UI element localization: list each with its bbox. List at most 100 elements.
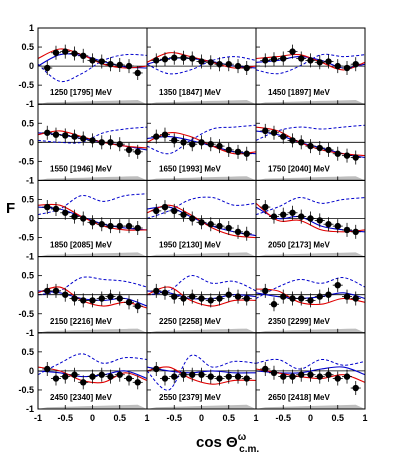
y-tick-label: -0.5 bbox=[18, 156, 34, 166]
data-point bbox=[198, 139, 205, 146]
x-tick-label: 1 bbox=[362, 413, 367, 423]
panel-label: 1850 [2085] MeV bbox=[50, 241, 112, 250]
data-point bbox=[98, 295, 105, 302]
y-tick-label: 0.5 bbox=[21, 194, 34, 204]
x-tick-label: 0 bbox=[308, 413, 313, 423]
data-point bbox=[225, 146, 232, 154]
panel-grid: 1250 [1795] MeV 1350 [1847] MeV 1450 [1897… bbox=[37, 27, 366, 410]
data-point bbox=[207, 59, 214, 66]
data-point bbox=[289, 137, 296, 144]
x-tick-label: -0.5 bbox=[166, 413, 182, 423]
data-point bbox=[134, 148, 141, 156]
fit-curve-blue-dashed bbox=[255, 358, 366, 370]
x-tick-label: 0 bbox=[199, 413, 204, 423]
data-point bbox=[153, 365, 160, 373]
fit-curve-blue-dashed bbox=[146, 354, 257, 391]
y-tick-label: -1 bbox=[26, 175, 34, 185]
y-tick-label: -1 bbox=[26, 99, 34, 109]
data-point bbox=[262, 57, 269, 64]
data-point bbox=[270, 301, 278, 308]
data-point bbox=[198, 371, 205, 378]
data-point bbox=[280, 55, 287, 62]
data-point bbox=[316, 217, 323, 224]
y-tick-label: -1 bbox=[26, 328, 34, 338]
data-point bbox=[352, 228, 359, 236]
data-point bbox=[334, 150, 341, 157]
y-tick-label: 0.5 bbox=[21, 347, 34, 357]
data-point bbox=[289, 295, 296, 302]
data-point bbox=[234, 293, 242, 300]
y-tick-labels: 1 0.5 0 -0.5 -1 0.5 0 -0.5 -1 0.5 0 -0.5 -1 0.5 0 -0.5 -… bbox=[18, 23, 34, 414]
data-point bbox=[280, 373, 287, 380]
data-point bbox=[161, 131, 169, 138]
data-point bbox=[216, 375, 223, 382]
data-point bbox=[107, 139, 114, 146]
data-point bbox=[325, 146, 332, 154]
data-point bbox=[98, 221, 105, 228]
y-axis-title: F bbox=[6, 200, 15, 217]
panel-11: 2250 [2258] MeV bbox=[146, 256, 257, 334]
data-point bbox=[334, 222, 341, 230]
data-point bbox=[280, 133, 287, 140]
fit-curve-blue-dashed bbox=[37, 53, 148, 83]
data-point bbox=[89, 373, 96, 380]
data-point bbox=[180, 211, 187, 218]
x-tick-label: 0.5 bbox=[222, 413, 235, 423]
data-point bbox=[334, 375, 341, 382]
data-point bbox=[80, 135, 87, 142]
panel-label: 1950 [2130] MeV bbox=[159, 241, 221, 250]
x-tick-label: -1 bbox=[34, 413, 42, 423]
data-point bbox=[125, 146, 133, 154]
data-point bbox=[316, 293, 323, 300]
data-point bbox=[52, 49, 60, 56]
data-point bbox=[134, 302, 141, 310]
data-point bbox=[225, 224, 232, 232]
data-point bbox=[161, 56, 169, 63]
y-tick-label: 0 bbox=[29, 137, 34, 147]
data-point bbox=[262, 365, 269, 373]
data-point bbox=[107, 60, 114, 68]
data-point bbox=[243, 295, 250, 302]
data-point bbox=[71, 50, 78, 57]
fit-curve-red bbox=[146, 366, 257, 385]
x-axis-title-main: cos Θ bbox=[196, 434, 238, 451]
panel-15: 2650 [2418] MeV bbox=[255, 332, 366, 410]
data-point bbox=[298, 139, 305, 146]
data-point bbox=[80, 215, 87, 222]
data-point bbox=[352, 60, 359, 68]
data-point bbox=[80, 52, 87, 60]
y-tick-label: 0 bbox=[29, 61, 34, 71]
data-point bbox=[71, 213, 78, 220]
data-point bbox=[262, 203, 269, 211]
data-point bbox=[125, 62, 133, 70]
fit-curve-blue-dashed bbox=[146, 124, 257, 155]
data-point bbox=[343, 64, 351, 72]
fit-curve-blue-dashed bbox=[255, 196, 366, 216]
data-point bbox=[270, 56, 278, 63]
panel-13: 2450 [2340] MeV bbox=[37, 332, 148, 410]
data-point bbox=[80, 379, 87, 386]
x-tick-label: 0.5 bbox=[113, 413, 126, 423]
data-point bbox=[89, 137, 96, 144]
data-point bbox=[52, 375, 60, 382]
x-tick-label: -0.5 bbox=[275, 413, 291, 423]
data-point bbox=[216, 142, 223, 150]
data-point bbox=[207, 297, 214, 304]
data-point bbox=[189, 293, 196, 300]
data-point bbox=[298, 55, 305, 62]
data-point bbox=[307, 57, 314, 64]
data-point bbox=[171, 137, 178, 144]
data-point bbox=[125, 375, 133, 382]
data-point bbox=[107, 373, 114, 380]
panel-label: 1350 [1847] MeV bbox=[159, 88, 221, 97]
data-point bbox=[270, 129, 278, 136]
data-point bbox=[153, 133, 160, 140]
data-point bbox=[198, 295, 205, 302]
data-point bbox=[307, 371, 314, 378]
data-point bbox=[98, 371, 105, 378]
data-point bbox=[71, 371, 78, 378]
data-point bbox=[289, 209, 296, 216]
data-point bbox=[71, 295, 78, 302]
data-point bbox=[298, 213, 305, 220]
y-tick-label: -0.5 bbox=[18, 80, 34, 90]
